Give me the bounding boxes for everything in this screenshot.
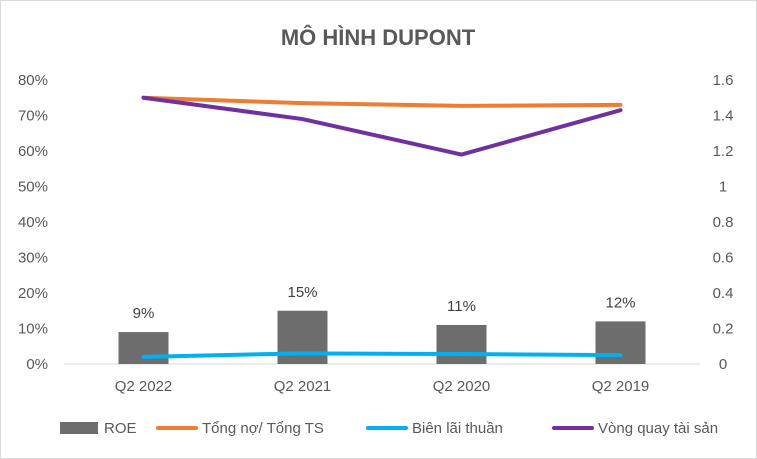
y-left-tick-label: 70%	[18, 108, 48, 125]
x-tick-label: Q2 2019	[592, 378, 650, 395]
lines	[141, 95, 623, 359]
roe-bar	[595, 321, 646, 364]
y-right-tick-label: 1.6	[713, 72, 734, 89]
y-left-tick-label: 60%	[18, 143, 48, 160]
legend-swatch-bar	[60, 422, 98, 434]
roe-data-label: 9%	[133, 305, 155, 322]
legend-label: Vòng quay tài sản	[598, 420, 718, 437]
y-right-tick-label: 0	[719, 356, 727, 373]
y-right-tick-label: 1.4	[713, 108, 734, 125]
legend: ROE Tổng nợ/ Tổng TS Biên lãi thuần Vòng qu…	[60, 420, 718, 437]
x-tick-label: Q2 2021	[274, 378, 332, 395]
y-right-tick-label: 1.2	[713, 143, 734, 160]
data-labels: 9% 15% 11% 12%	[133, 284, 636, 322]
x-tick-label: Q2 2022	[115, 378, 173, 395]
y-left-tick-label: 40%	[18, 214, 48, 231]
roe-data-label: 15%	[287, 284, 317, 301]
roe-bar	[436, 324, 487, 364]
axes: 0% 10% 20% 30% 40% 50% 60% 70% 80% 0 0.2 0.4 0.6 0.8 1…	[18, 72, 733, 395]
y-left-tick-label: 50%	[18, 179, 48, 196]
y-right-tick-label: 1	[719, 179, 727, 196]
series-line-1	[141, 95, 623, 108]
y-left-tick-label: 0%	[26, 356, 48, 373]
y-left-tick-label: 80%	[18, 72, 48, 89]
roe-bar	[118, 332, 169, 364]
legend-label: Biên lãi thuần	[412, 420, 503, 437]
y-left-tick-label: 20%	[18, 285, 48, 302]
y-right-tick-label: 0.2	[713, 321, 734, 338]
y-left-tick-label: 10%	[18, 321, 48, 338]
legend-label: Tổng nợ/ Tổng TS	[202, 420, 324, 437]
chart-title: MÔ HÌNH DUPONT	[281, 25, 476, 50]
series-line-2	[141, 351, 623, 359]
roe-data-label: 11%	[447, 298, 476, 315]
legend-label: ROE	[104, 420, 137, 437]
y-right-tick-label: 0.8	[713, 214, 734, 231]
roe-bar	[277, 310, 328, 364]
x-tick-label: Q2 2020	[433, 378, 491, 395]
roe-data-label: 12%	[605, 294, 635, 311]
series-line-3	[141, 95, 623, 157]
y-left-tick-label: 30%	[18, 250, 48, 267]
y-right-tick-label: 0.6	[713, 250, 734, 267]
y-right-tick-label: 0.4	[713, 285, 734, 302]
